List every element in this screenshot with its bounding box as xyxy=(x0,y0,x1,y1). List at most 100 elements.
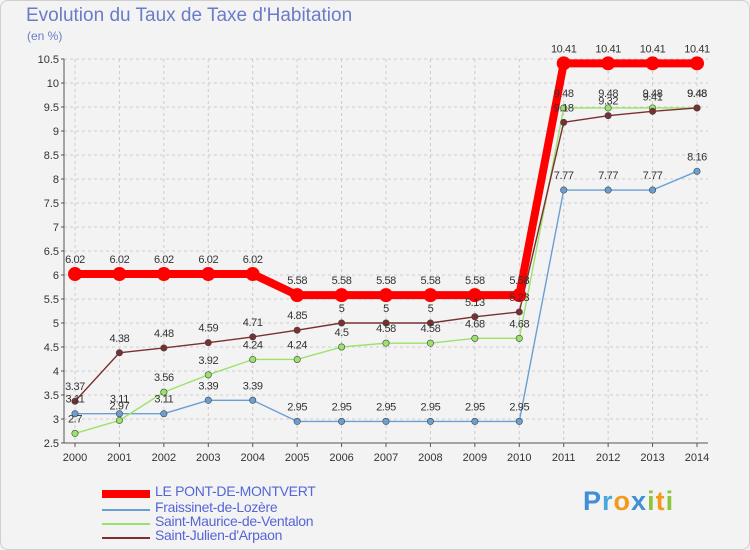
series-point-2 xyxy=(604,104,612,112)
x-tick-label: 2009 xyxy=(463,452,487,464)
series-point-1 xyxy=(382,417,390,425)
data-label-1: 2.95 xyxy=(465,401,485,413)
legend-label: Saint-Julien-d'Arpaon xyxy=(155,527,283,543)
series-point-3 xyxy=(515,308,523,316)
data-label-1: 3.11 xyxy=(110,394,129,406)
y-tick-label: 5.5 xyxy=(44,294,59,306)
series-point-0 xyxy=(290,288,305,303)
series-point-2 xyxy=(204,371,212,379)
data-label-2: 4.68 xyxy=(465,318,485,330)
x-tick-label: 2004 xyxy=(240,452,264,464)
x-tick-label: 2008 xyxy=(418,452,442,464)
data-label-1: 3.39 xyxy=(243,380,263,392)
data-label-3: 5 xyxy=(339,303,345,315)
series-point-2 xyxy=(249,355,257,363)
data-label-0: 10.41 xyxy=(595,43,621,55)
series-point-2 xyxy=(560,104,568,112)
logo-letter: i xyxy=(647,486,656,516)
y-tick-label: 3.5 xyxy=(44,390,59,402)
data-label-0: 10.41 xyxy=(684,43,710,55)
data-label-0: 6.02 xyxy=(154,254,174,266)
series-point-3 xyxy=(649,107,657,115)
series-point-0 xyxy=(68,267,82,282)
series-point-2 xyxy=(160,388,168,396)
legend-swatch xyxy=(102,523,150,525)
series-point-1 xyxy=(649,186,657,194)
data-label-2: 3.92 xyxy=(198,355,218,367)
series-point-2 xyxy=(382,339,390,347)
data-label-1: 3.39 xyxy=(198,380,218,392)
data-label-3: 9.18 xyxy=(554,102,574,114)
x-tick-label: 2002 xyxy=(152,452,176,464)
logo-letter: i xyxy=(665,486,675,516)
series-point-0 xyxy=(334,288,349,303)
data-label-0: 10.41 xyxy=(551,43,577,55)
series-point-2 xyxy=(293,355,301,363)
data-label-2: 4.58 xyxy=(376,323,396,335)
data-label-2: 2.97 xyxy=(110,400,130,412)
series-point-3 xyxy=(249,333,257,341)
series-point-3 xyxy=(71,397,79,405)
x-tick-label: 2001 xyxy=(107,452,131,464)
data-label-3: 4.59 xyxy=(198,323,218,335)
x-tick-label: 2003 xyxy=(196,452,220,464)
series-point-1 xyxy=(293,417,301,425)
series-point-3 xyxy=(115,349,123,357)
series-point-2 xyxy=(471,334,479,342)
data-label-3: 4.38 xyxy=(110,333,130,345)
data-label-2: 2.7 xyxy=(68,413,82,425)
data-label-3: 9.48 xyxy=(687,88,707,100)
data-label-1: 2.95 xyxy=(332,401,352,413)
data-label-2: 4.24 xyxy=(243,339,263,351)
series-point-0 xyxy=(112,267,127,282)
data-label-3: 4.48 xyxy=(154,328,174,340)
data-label-1: 7.77 xyxy=(554,170,574,182)
series-point-1 xyxy=(604,186,612,194)
data-label-3: 5.23 xyxy=(509,292,529,304)
y-tick-label: 10.5 xyxy=(38,54,59,66)
y-tick-label: 5 xyxy=(53,318,59,330)
series-point-3 xyxy=(204,339,212,347)
series-point-0 xyxy=(245,267,260,282)
x-tick-label: 2000 xyxy=(63,452,87,464)
series-point-1 xyxy=(115,410,123,418)
series-point-0 xyxy=(379,288,393,303)
data-label-1: 7.77 xyxy=(643,170,663,182)
chart-unit-label: (en %) xyxy=(27,29,63,43)
legend-label: LE PONT-DE-MONTVERT xyxy=(155,483,316,499)
data-label-0: 5.58 xyxy=(465,275,485,287)
series-point-3 xyxy=(338,319,346,327)
series-point-1 xyxy=(338,417,346,425)
data-label-3: 4.71 xyxy=(243,317,263,329)
x-tick-label: 2014 xyxy=(685,452,709,464)
data-label-2: 9.48 xyxy=(687,88,707,100)
series-point-3 xyxy=(382,319,390,327)
series-point-3 xyxy=(160,344,168,352)
data-label-3: 9.41 xyxy=(643,91,663,103)
data-label-3: 3.37 xyxy=(65,381,85,393)
data-label-2: 9.48 xyxy=(643,88,663,100)
proxiti-logo: Proxiti xyxy=(583,486,674,517)
y-tick-label: 6 xyxy=(53,270,59,282)
data-label-1: 8.16 xyxy=(687,151,707,163)
logo-letter: o xyxy=(613,486,632,516)
data-label-1: 7.77 xyxy=(598,170,618,182)
series-point-1 xyxy=(426,417,434,425)
data-label-2: 9.48 xyxy=(598,88,618,100)
series-point-3 xyxy=(471,313,479,321)
data-label-2: 4.5 xyxy=(335,327,349,339)
legend-swatch xyxy=(102,537,150,539)
data-label-1: 2.95 xyxy=(421,401,441,413)
data-label-2: 4.24 xyxy=(287,339,307,351)
series-point-1 xyxy=(71,410,79,418)
legend-swatch xyxy=(102,509,150,511)
y-tick-label: 7 xyxy=(53,222,59,234)
x-tick-label: 2011 xyxy=(552,452,576,464)
logo-letter: P xyxy=(583,486,603,516)
series-point-3 xyxy=(693,104,701,112)
y-tick-label: 4.5 xyxy=(44,342,59,354)
legend-label: Saint-Maurice-de-Ventalon xyxy=(155,513,314,529)
data-label-1: 2.95 xyxy=(287,401,307,413)
data-label-0: 5.58 xyxy=(332,275,352,287)
series-point-2 xyxy=(71,429,79,437)
